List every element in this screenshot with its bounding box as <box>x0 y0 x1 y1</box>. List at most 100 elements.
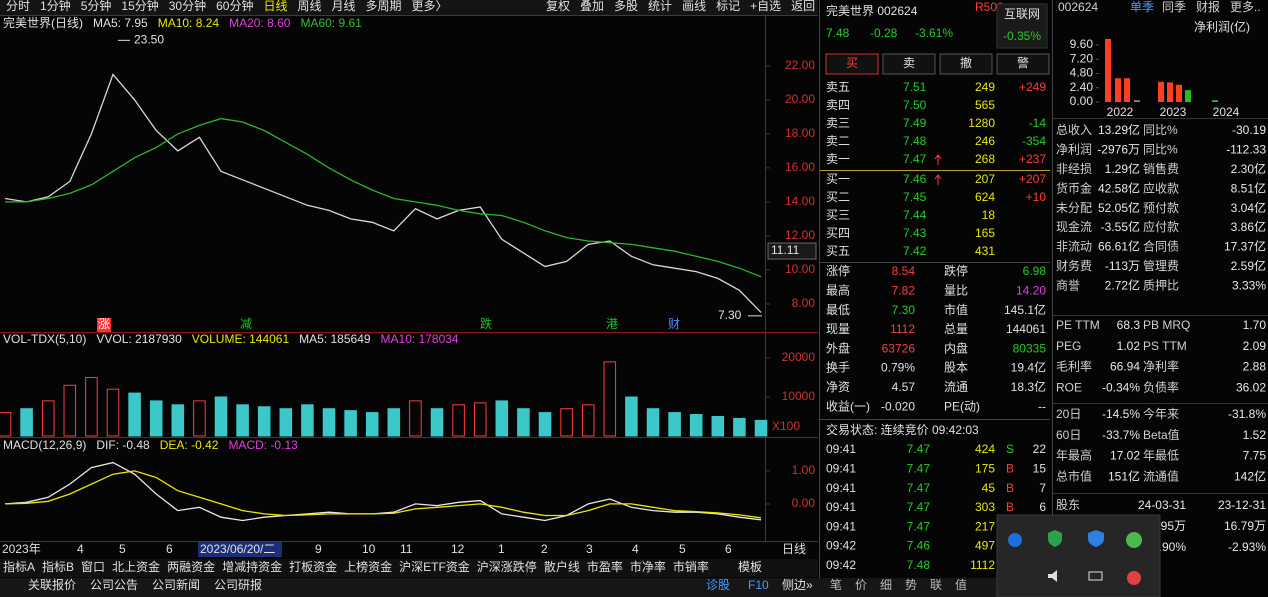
chat-icon[interactable] <box>1126 532 1142 548</box>
fund-label: 20日 <box>1056 407 1081 421</box>
template-button[interactable]: 模板 <box>738 560 762 574</box>
trade-button[interactable] <box>882 53 936 75</box>
indicator-label: MACD(12,26,9) <box>3 438 86 452</box>
side-button[interactable]: F10 <box>748 578 769 592</box>
detail-tab[interactable]: 笔 <box>830 577 842 592</box>
shield-icon[interactable] <box>1048 530 1062 547</box>
info-link[interactable]: 公司公告 <box>90 578 138 592</box>
trade-button-label[interactable]: 撤 <box>960 55 972 70</box>
fund-tab[interactable]: 同季 <box>1162 0 1186 14</box>
trade-button[interactable] <box>996 53 1050 75</box>
info-link[interactable]: 公司研报 <box>214 577 262 592</box>
fund-value: 3.33% <box>1232 278 1266 292</box>
period-tab[interactable]: 更多〉 <box>412 0 448 13</box>
book-level: 卖三 <box>826 116 850 130</box>
indicator-tab[interactable]: 北上资金 <box>112 559 160 574</box>
indicator-tab[interactable]: 指标A <box>3 559 35 574</box>
book-volume: 18 <box>982 208 996 222</box>
volume-bar <box>646 408 660 437</box>
fund-value: -2976万 <box>1097 143 1140 157</box>
indicator-tab[interactable]: 窗口 <box>81 560 105 574</box>
display-icon[interactable] <box>1088 571 1103 581</box>
tool-button[interactable]: 叠加 <box>580 0 604 13</box>
indicator-tab[interactable]: 市净率 <box>630 559 666 574</box>
app-icon[interactable] <box>1127 571 1141 585</box>
period-tab[interactable]: 30分钟 <box>169 0 206 13</box>
period-tab[interactable]: 多周期 <box>366 0 402 13</box>
fund-tab[interactable]: 单季 <box>1130 0 1154 14</box>
indicator-label: VOL-TDX(5,10) <box>3 332 86 346</box>
tick-price: 7.47 <box>907 500 931 514</box>
tool-button[interactable]: 统计 <box>648 0 672 13</box>
detail-tab[interactable]: 细 <box>880 578 892 592</box>
indicator-tab[interactable]: 沪深涨跌停 <box>477 559 537 574</box>
period-tab[interactable]: 60分钟 <box>216 0 253 13</box>
fund-value: 142亿 <box>1234 468 1266 483</box>
fund-tab[interactable]: 财报 <box>1196 0 1220 14</box>
last-price: 7.48 <box>826 26 850 40</box>
trade-button-label[interactable]: 卖 <box>903 56 915 70</box>
detail-tab[interactable]: 势 <box>905 578 917 592</box>
security-icon[interactable] <box>1088 530 1104 547</box>
book-change: +10 <box>1026 190 1047 204</box>
bluetooth-icon[interactable] <box>1008 533 1022 547</box>
tick-count: 7 <box>1039 481 1046 495</box>
indicator-label: VOLUME: 144061 <box>192 332 290 346</box>
stat-label: 最低 <box>826 303 850 317</box>
period-tab[interactable]: 15分钟 <box>121 0 158 13</box>
side-button[interactable]: 侧边» <box>782 578 813 592</box>
fund-value: 2.09 <box>1243 339 1267 353</box>
indicator-tab[interactable]: 市销率 <box>673 559 709 574</box>
period-tab[interactable]: 周线 <box>297 0 321 13</box>
indicator-tab[interactable]: 沪深ETF资金 <box>399 559 470 574</box>
volume-bar <box>128 392 141 437</box>
volume-icon[interactable] <box>1048 570 1057 582</box>
indicator-tab[interactable]: 打板资金 <box>289 559 337 574</box>
detail-tab[interactable]: 值 <box>955 577 967 592</box>
volume-bar <box>495 400 509 437</box>
detail-tab[interactable]: 联 <box>930 578 942 592</box>
indicator-label: DEA: -0.42 <box>160 438 219 452</box>
volume-bar <box>63 384 77 437</box>
unit-label: X100 <box>772 419 800 433</box>
tool-button[interactable]: 返回 <box>791 0 815 13</box>
period-tab[interactable]: 日线 <box>263 0 287 13</box>
trade-button[interactable] <box>825 53 879 75</box>
stat-value: 18.3亿 <box>1011 379 1046 394</box>
tool-button[interactable]: 多股 <box>614 0 638 13</box>
y-tick-label: 4.80 <box>1070 66 1094 80</box>
tool-button[interactable]: +自选 <box>750 0 781 13</box>
trade-button[interactable] <box>939 53 993 75</box>
detail-tab[interactable]: 价 <box>855 578 867 592</box>
period-tab[interactable]: 5分钟 <box>81 0 112 13</box>
indicator-tab[interactable]: 两融资金 <box>167 559 215 574</box>
fund-tab[interactable]: 更多.. <box>1230 0 1261 14</box>
indicator-tab[interactable]: 上榜资金 <box>344 559 392 574</box>
info-link[interactable]: 关联报价 <box>28 577 76 592</box>
indicator-tab[interactable]: 市盈率 <box>587 559 623 574</box>
x-tick-label: 12 <box>451 542 465 556</box>
book-change: -14 <box>1029 116 1047 130</box>
volume-bar <box>538 412 552 437</box>
tool-button[interactable]: 画线 <box>682 0 706 13</box>
y-tick-label: 12.00 <box>785 228 815 242</box>
side-button[interactable]: 诊股 <box>706 578 730 592</box>
period-tab[interactable]: 1分钟 <box>40 0 71 13</box>
book-change: +249 <box>1019 80 1046 94</box>
indicator-tab[interactable]: 散户线 <box>544 559 580 574</box>
tick-time: 09:41 <box>826 481 856 495</box>
indicator-tab[interactable]: 增减持资金 <box>222 559 282 574</box>
annotation-label: 23.50 <box>134 33 164 47</box>
tick-volume: 175 <box>975 461 995 475</box>
period-tab[interactable]: 分时 <box>6 0 30 13</box>
stat-value: 7.82 <box>892 283 916 297</box>
fund-label: Beta值 <box>1143 427 1180 442</box>
trade-button-label[interactable]: 警 <box>1017 55 1029 70</box>
tool-button[interactable]: 复权 <box>546 0 570 13</box>
fund-value: -31.8% <box>1228 407 1266 421</box>
info-link[interactable]: 公司新闻 <box>152 577 200 592</box>
indicator-tab[interactable]: 指标B <box>42 559 74 574</box>
period-tab[interactable]: 月线 <box>332 0 356 13</box>
tool-button[interactable]: 标记 <box>716 0 740 13</box>
trade-button-label[interactable]: 买 <box>846 56 858 70</box>
